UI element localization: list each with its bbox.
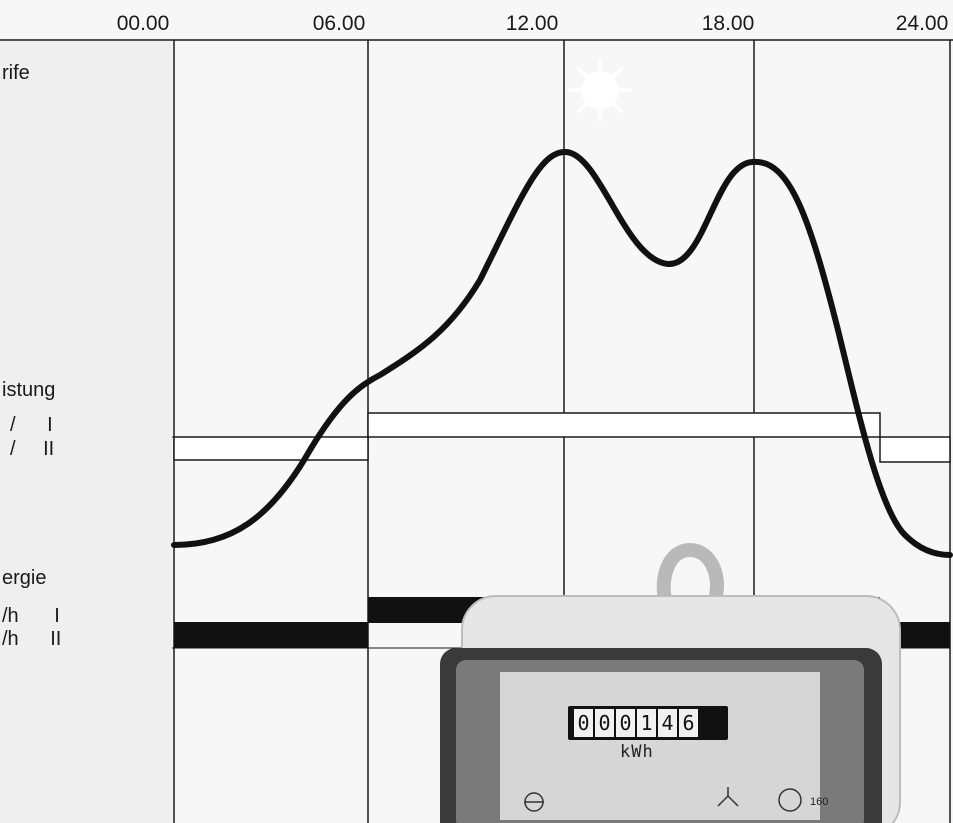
meter-digit: 0 [574, 709, 593, 737]
section-label-power: istung [2, 379, 56, 401]
time-label-06: 06.00 [312, 12, 366, 35]
meter-rating: 160 [810, 796, 829, 808]
power-tariff-bar-night [173, 436, 369, 461]
moon-icon [256, 68, 285, 118]
load-curve [171, 149, 953, 558]
tariff-roman: I [54, 605, 60, 627]
tariff-roman: II [43, 438, 55, 460]
tariff-roman: II [50, 628, 62, 650]
meter-counter: 0 0 0 1 4 6 [568, 706, 728, 740]
section-label-tariffs: rife [2, 62, 30, 84]
section-label-energy: ergie [2, 567, 47, 589]
time-label-12: 12.00 [505, 12, 559, 35]
meter-icon [440, 542, 901, 823]
tariff-prefix: / [10, 414, 16, 436]
meter-digit: 0 [616, 709, 635, 737]
meter-digit: 6 [679, 709, 698, 737]
power-tariff-2-label: / II [10, 438, 54, 461]
sun-icon [568, 58, 632, 122]
meter-digit: 4 [658, 709, 677, 737]
time-label-24: 24.00 [895, 12, 949, 35]
energy-tariff-2-label: /h II [2, 628, 61, 651]
energy-tariff-1-label: /h I [2, 605, 60, 628]
power-tariff-bar-late [879, 436, 951, 463]
power-tariff-1-label: / I [10, 414, 53, 437]
moon-icon [844, 68, 874, 119]
label-column [0, 41, 172, 823]
meter-unit-label: kWh [620, 742, 654, 762]
power-tariff-bar-day [367, 412, 881, 438]
energy-bar-night [174, 622, 368, 648]
time-label-00: 00.00 [116, 12, 170, 35]
tariff-roman: I [47, 414, 53, 436]
tariff-prefix: /h [2, 605, 19, 627]
meter-digit: 0 [595, 709, 614, 737]
meter-digit: 1 [637, 709, 656, 737]
tariff-prefix: / [10, 438, 16, 460]
tariff-prefix: /h [2, 628, 19, 650]
time-label-18: 18.00 [701, 12, 755, 35]
